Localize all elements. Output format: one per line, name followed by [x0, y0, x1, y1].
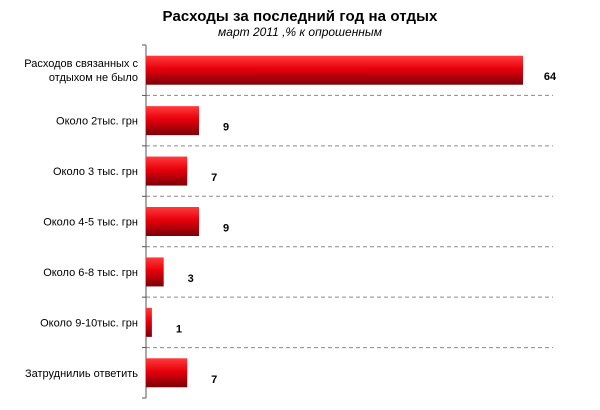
- y-axis: [142, 44, 147, 399]
- grid-lines: [146, 94, 553, 349]
- value-label: 64: [544, 71, 557, 83]
- category-labels: Расходов связанных с отдыхом не было Около…: [24, 58, 138, 380]
- bars: [146, 55, 523, 388]
- bar: [146, 257, 164, 287]
- category-label: Около 6-8 тыс. грн: [43, 267, 138, 279]
- bar: [146, 156, 188, 186]
- category-label: Расходов связанных с: [24, 58, 138, 70]
- bar: [146, 358, 188, 388]
- value-label: 7: [211, 172, 217, 184]
- bar: [146, 106, 200, 136]
- category-label: Около 9-10тыс. грн: [40, 317, 138, 329]
- chart-subtitle: март 2011 ,% к опрошенным: [218, 25, 382, 39]
- category-label: Около 4-5 тыс. грн: [43, 217, 138, 229]
- value-label: 9: [223, 122, 229, 134]
- bar: [146, 307, 152, 337]
- value-labels: 64 9 7 9 3 1 7: [176, 71, 557, 386]
- category-label: Около 2тыс. грн: [56, 116, 138, 128]
- value-label: 1: [176, 323, 182, 335]
- category-label: Около 3 тыс. грн: [53, 166, 138, 178]
- value-label: 3: [188, 273, 194, 285]
- bar: [146, 207, 200, 236]
- category-label: отдыхом не было: [49, 72, 138, 84]
- value-label: 7: [211, 374, 217, 386]
- value-label: 9: [223, 223, 229, 235]
- category-label: Затруднилиь ответить: [25, 368, 138, 380]
- chart-title: Расходы за последний год на отдых: [162, 8, 438, 25]
- bar: [146, 55, 523, 85]
